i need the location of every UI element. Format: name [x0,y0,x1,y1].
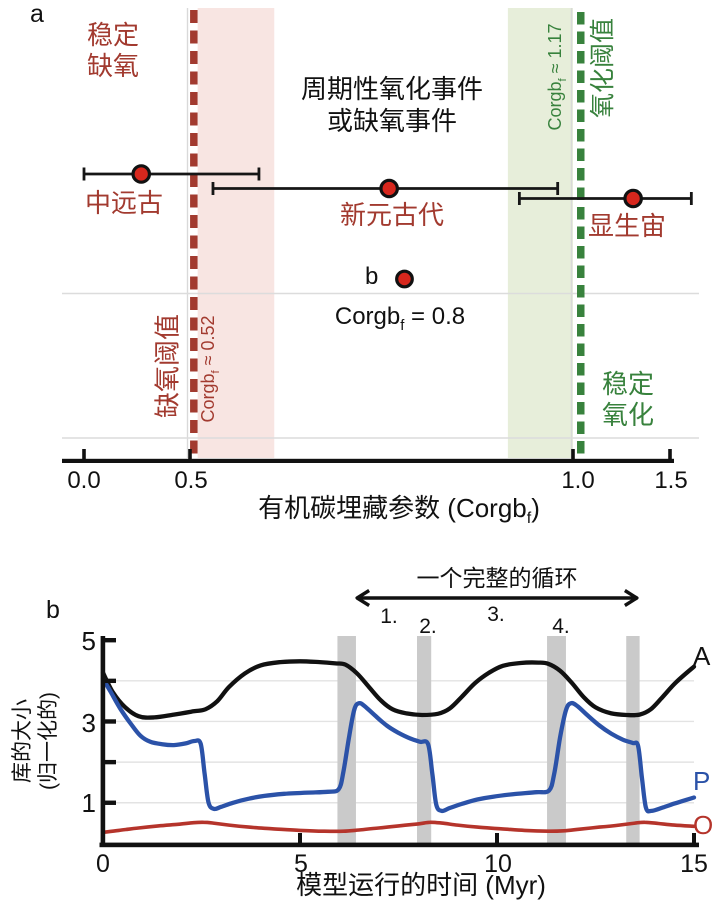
b-yaxis-tick [105,759,116,765]
b-xtick-15: 15 [680,850,708,878]
cycle-annotation-label: 一个完整的循环 [416,565,578,591]
corgb-equation-pre: Corgb [334,303,401,330]
b-xtick-0: 0 [96,850,110,878]
stable-oxic-line1: 稳定 [601,369,654,399]
anoxic-value-post: ≈ 0.52 [198,315,219,371]
b-yaxis-title-line1: 库的大小 [11,699,34,783]
stable-oxic-label: 稳定 氧化 [596,369,660,431]
b-xaxis-tick [495,833,499,843]
a-xtick-1.5: 1.5 [654,467,688,494]
series-A-label: A [693,641,711,671]
b-yaxis-tick [105,800,116,805]
b-xtick-10: 10 [484,850,512,878]
series-O-curve [101,820,696,835]
periodic-events-line2: 或缺氧事件 [326,106,457,136]
panel-a-label: a [30,0,44,28]
corgb-equation-sub: f [400,317,405,334]
oxic-threshold-value: Corgbf ≈ 1.17 [545,23,569,130]
b-yaxis-title: 库的大小 (归一化的) [10,692,62,790]
b-yaxis-tick [105,638,116,643]
b-ytick-1: 1 [81,788,96,818]
data-point [131,164,152,184]
corgb-equation-post: = 0.8 [404,303,466,330]
anoxic-value-pre: Corgb [198,373,219,423]
stable-oxic-line2: 氧化 [601,400,654,430]
series-O-label: O [693,810,714,840]
cycle-step-1: 1. [380,605,398,628]
a-xaxis-title: 有机碳埋藏参数 (Corgbf) [194,493,604,528]
data-point [623,188,643,209]
neoproterozoic-label: 新元古代 [339,200,444,230]
anoxic-value-sub: f [209,370,222,374]
stable-anoxic-label: 稳定 缺氧 [82,20,144,82]
a-xaxis-tick [668,449,672,459]
mesoproterozoic-label: 中远古 [84,188,163,218]
oxic-threshold-label: 氧化阈值 [589,17,617,119]
b-xaxis-line [99,842,699,848]
b-xaxis-tick [101,833,105,843]
b-xaxis-tick [298,833,302,843]
anoxic-band [197,8,275,458]
oxic-value-pre: Corgb [545,81,566,131]
corgb-equation: Corgbf = 0.8 [290,303,510,335]
periodic-events-line1: 周期性氧化事件 [300,74,483,104]
a-xtick-0.0: 0.0 [67,467,101,494]
series-P-curve [100,676,697,814]
anoxic-threshold-label: 缺氧阈值 [152,313,183,419]
series-P-label: P [693,766,711,796]
stable-anoxic-line1: 稳定 [86,20,139,50]
phanerozoic-label: 显生宙 [587,211,666,241]
a-xtick-1.0: 1.0 [561,467,595,494]
stable-anoxic-line2: 缺氧 [86,51,139,81]
data-point [379,178,399,199]
b-yaxis-title-line2: (归一化的) [37,692,60,790]
b-yaxis-tick [105,678,116,684]
anoxic-threshold-value: Corgbf ≈ 0.52 [198,315,222,422]
a-xaxis-title-sub: f [526,509,532,528]
b-ytick-3: 3 [81,708,96,738]
event-band [547,636,566,843]
event-band [626,636,640,843]
b-marker-label: b [365,263,379,290]
b-xtick-5: 5 [294,850,308,878]
periodic-events-label: 周期性氧化事件 或缺氧事件 [240,73,544,137]
a-xaxis-title-post: ) [531,493,540,523]
cycle-step-4: 4. [552,615,570,638]
a-xaxis-tick [188,449,192,459]
cycle-arrow-right-head [623,589,639,607]
b-yaxis-line [100,636,106,847]
b-ytick-5: 5 [81,626,96,656]
a-xaxis-tick [571,449,575,459]
series-A-curve [100,659,697,720]
panel-b-label: b [46,596,60,624]
oxic-value-sub: f [556,78,569,82]
a-xaxis-title-pre: 有机碳埋藏参数 (Corgb [258,493,527,523]
oxic-value-post: ≈ 1.17 [545,23,566,79]
a-xtick-0.5: 0.5 [174,467,208,494]
b-yaxis-tick [105,719,116,724]
cycle-arrow-left-head [355,589,371,607]
oxic-band [507,8,573,458]
b-xaxis-tick [692,833,696,843]
b-marker-point [395,269,414,289]
b-xaxis-title: 模型运行的时间 (Myr) [296,870,546,900]
a-xaxis-tick [82,449,86,459]
a-xaxis-line [62,458,674,463]
cycle-step-2: 2. [419,615,437,638]
cycle-step-3: 3. [487,603,505,626]
